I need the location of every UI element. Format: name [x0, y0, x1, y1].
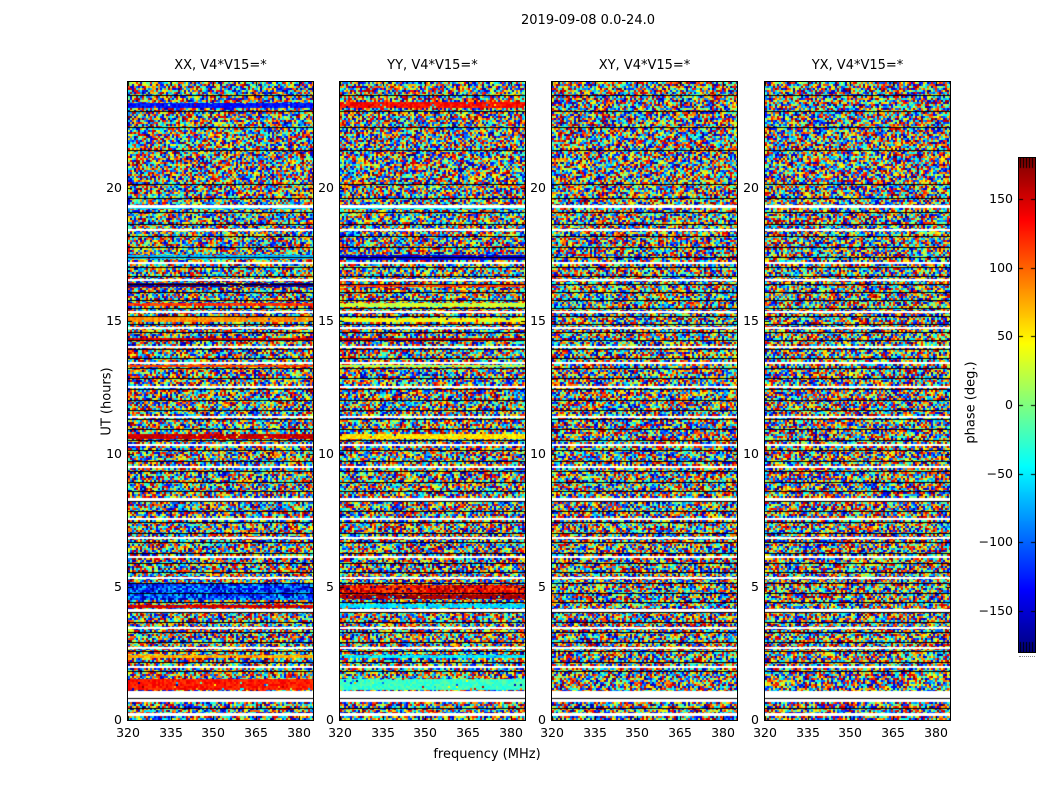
panel-title-xx: XX, V4*V15=* — [174, 58, 267, 73]
x-axis-label: frequency (MHz) — [433, 747, 541, 762]
heatmap-canvas-yx — [764, 81, 951, 721]
y-tick-label: 15 — [106, 313, 122, 328]
x-tick-label: 365 — [668, 725, 692, 740]
colorbar-tick-label: 100 — [989, 260, 1013, 275]
x-tick-label: 350 — [625, 725, 649, 740]
x-tick-label: 320 — [540, 725, 564, 740]
y-tick-label: 5 — [114, 579, 122, 594]
x-tick-label: 380 — [711, 725, 735, 740]
x-tick-label: 365 — [244, 725, 268, 740]
colorbar-tick-label: 0 — [1005, 397, 1013, 412]
x-tick-label: 380 — [499, 725, 523, 740]
x-tick-label: 350 — [413, 725, 437, 740]
panel-title-yx: YX, V4*V15=* — [811, 58, 904, 73]
x-tick-label: 365 — [456, 725, 480, 740]
y-axis-label: UT (hours) — [99, 367, 115, 436]
colorbar-tick-label: −150 — [978, 603, 1013, 618]
heatmap-canvas-yy — [339, 81, 526, 721]
x-tick-label: 365 — [881, 725, 905, 740]
panel-title-xy: XY, V4*V15=* — [598, 58, 691, 73]
colorbar-tick-label: −100 — [978, 534, 1013, 549]
heatmap-canvas-xx — [127, 81, 314, 721]
x-tick-label: 320 — [753, 725, 777, 740]
x-tick-label: 335 — [371, 725, 395, 740]
y-tick-label: 0 — [114, 712, 122, 727]
x-tick-label: 335 — [796, 725, 820, 740]
x-tick-label: 350 — [838, 725, 862, 740]
x-tick-label: 380 — [287, 725, 311, 740]
colorbar — [1018, 157, 1036, 653]
x-tick-label: 320 — [116, 725, 140, 740]
colorbar-tick-label: 150 — [989, 191, 1013, 206]
panel-title-yy: YY, V4*V15=* — [387, 58, 478, 73]
colorbar-tick-label: −50 — [986, 466, 1013, 481]
figure-title: 2019-09-08 0.0-24.0 — [521, 13, 655, 28]
x-tick-label: 350 — [201, 725, 225, 740]
x-tick-label: 380 — [924, 725, 948, 740]
x-tick-label: 335 — [583, 725, 607, 740]
y-tick-label: 20 — [106, 180, 122, 195]
heatmap-canvas-xy — [551, 81, 738, 721]
x-tick-label: 335 — [159, 725, 183, 740]
colorbar-extend-dots — [1019, 656, 1035, 658]
colorbar-tick-label: 50 — [997, 328, 1013, 343]
x-tick-label: 320 — [328, 725, 352, 740]
colorbar-label: phase (deg.) — [963, 361, 979, 444]
